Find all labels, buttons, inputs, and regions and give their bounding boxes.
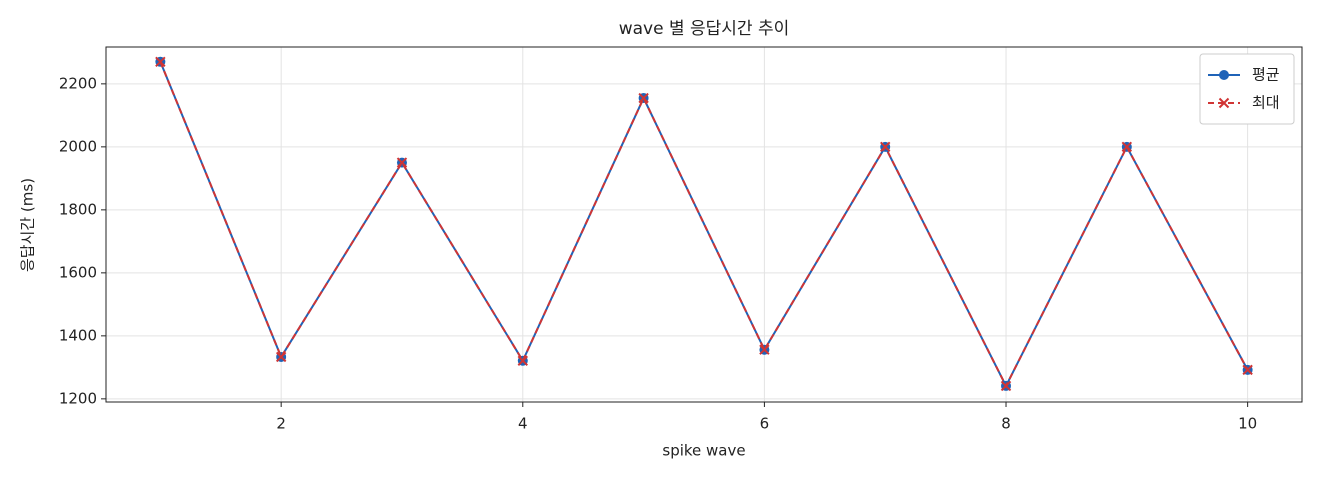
marker (155, 56, 166, 68)
y-tick-label: 2000 (59, 137, 97, 155)
marker (396, 157, 408, 168)
marker (759, 344, 770, 355)
marker (1000, 380, 1012, 392)
legend-label: 최대 (1252, 94, 1280, 112)
series-line (159, 61, 1249, 389)
marker (1242, 364, 1253, 376)
x-tick-label: 6 (760, 415, 770, 433)
y-tick-label: 1400 (59, 326, 97, 344)
marker (275, 351, 287, 363)
x-tick-label: 8 (1001, 415, 1011, 433)
x-axis-label: spike wave (662, 442, 745, 460)
y-tick-label: 1600 (59, 263, 97, 281)
x-tick-label: 10 (1238, 415, 1257, 433)
marker (880, 141, 891, 153)
y-tick-label: 1800 (59, 200, 97, 218)
series-line (159, 61, 1249, 389)
marker (517, 355, 528, 366)
y-tick-label: 2200 (59, 74, 97, 92)
legend-marker (1219, 70, 1229, 80)
legend-box (1199, 53, 1295, 125)
marker (638, 92, 649, 104)
chart-title: wave 별 응답시간 추이 (619, 19, 790, 39)
x-tick-label: 4 (518, 415, 528, 433)
y-axis-label: 응답시간 (ms) (19, 178, 37, 272)
marker (1121, 141, 1133, 153)
y-tick-label: 1200 (59, 389, 97, 407)
legend-label: 평균 (1252, 66, 1280, 84)
x-tick-label: 2 (276, 415, 286, 433)
plot-frame (105, 46, 1303, 403)
legend-marker (1218, 97, 1230, 109)
